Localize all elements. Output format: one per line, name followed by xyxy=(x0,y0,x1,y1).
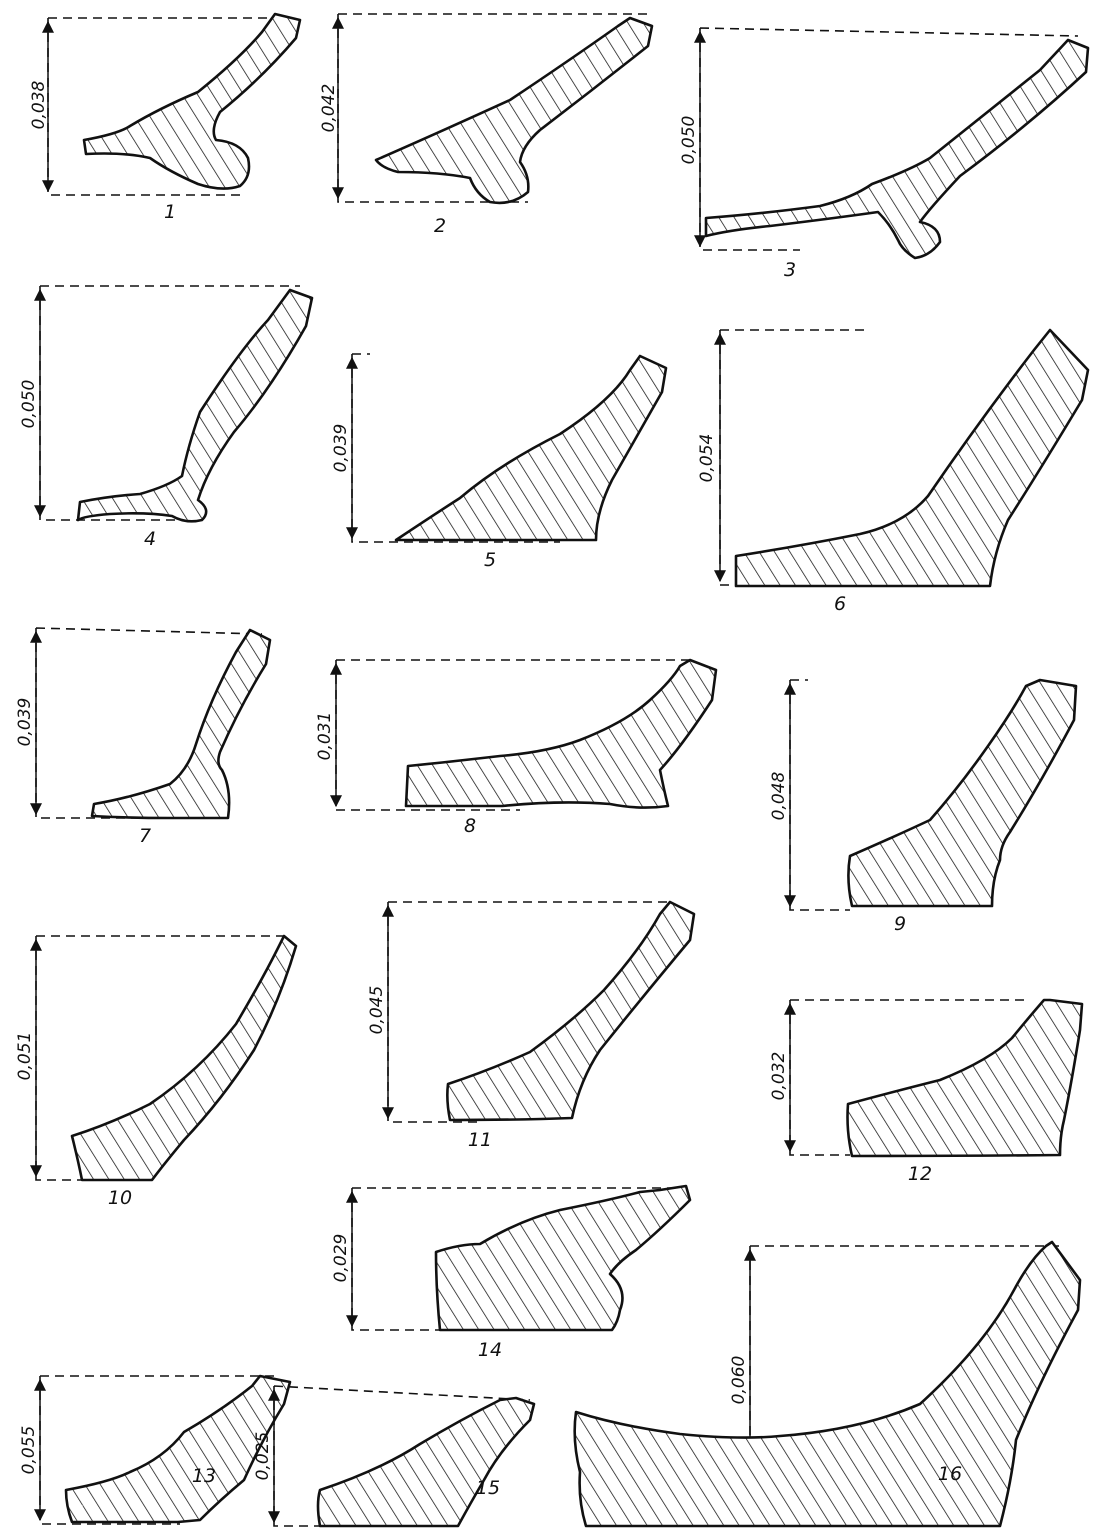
dimension-label-12: 0,032 xyxy=(769,1052,789,1101)
fragment-8: 0,031 8 xyxy=(315,658,718,837)
fragment-13: 0,055 13 xyxy=(19,1374,292,1525)
fragment-number-2: 2 xyxy=(434,215,446,237)
fragment-number-4: 4 xyxy=(144,528,156,550)
fragment-number-3: 3 xyxy=(784,259,796,281)
fragment-number-5: 5 xyxy=(484,549,496,571)
fragment-7: 0,039 7 xyxy=(15,627,272,847)
dimension-label-16: 0,060 xyxy=(729,1356,749,1405)
fragment-16: 0,060 16 xyxy=(573,1240,1082,1528)
dimension-label-7: 0,039 xyxy=(15,698,35,747)
dimension-label-6: 0,054 xyxy=(697,434,717,483)
fragment-1: 0,038 1 xyxy=(29,12,302,223)
fragment-number-14: 14 xyxy=(478,1339,502,1361)
fragment-12: 0,032 12 xyxy=(769,998,1084,1185)
dimension-label-11: 0,045 xyxy=(367,986,387,1035)
dimension-label-8: 0,031 xyxy=(315,712,335,761)
fragment-number-10: 10 xyxy=(108,1187,132,1209)
dimension-label-4: 0,050 xyxy=(19,380,39,429)
fragment-number-7: 7 xyxy=(139,825,151,847)
fragment-5: 0,039 5 xyxy=(331,353,668,571)
fragment-number-15: 15 xyxy=(476,1477,500,1499)
fragment-10: 0,051 10 xyxy=(15,934,298,1209)
fragment-2: 0,042 2 xyxy=(319,13,654,237)
fragment-11: 0,045 11 xyxy=(367,900,696,1151)
fragment-number-12: 12 xyxy=(908,1163,932,1185)
fragment-3: 0,050 3 xyxy=(679,27,1090,281)
fragment-number-6: 6 xyxy=(834,593,846,615)
fragment-number-8: 8 xyxy=(464,815,476,837)
fragment-4: 0,050 4 xyxy=(19,285,314,550)
fragment-14: 0,029 14 xyxy=(331,1184,692,1361)
dimension-label-1: 0,038 xyxy=(29,80,49,129)
fragment-number-11: 11 xyxy=(468,1129,492,1151)
dimension-label-13: 0,055 xyxy=(19,1426,39,1475)
fragment-9: 0,048 9 xyxy=(769,678,1078,935)
fragment-15: 0,025 15 xyxy=(253,1385,536,1528)
fragment-number-1: 1 xyxy=(164,201,176,223)
dimension-label-14: 0,029 xyxy=(331,1234,351,1283)
dimension-label-9: 0,048 xyxy=(769,771,789,820)
dimension-label-5: 0,039 xyxy=(331,424,351,473)
fragment-number-16: 16 xyxy=(938,1463,962,1485)
fragment-6: 0,054 6 xyxy=(697,328,1090,615)
dimension-label-3: 0,050 xyxy=(679,116,699,165)
dimension-label-2: 0,042 xyxy=(319,84,339,133)
dimension-label-10: 0,051 xyxy=(15,1032,35,1081)
fragment-number-13: 13 xyxy=(192,1465,216,1487)
fragment-number-9: 9 xyxy=(894,913,906,935)
dimension-label-15: 0,025 xyxy=(253,1432,273,1481)
